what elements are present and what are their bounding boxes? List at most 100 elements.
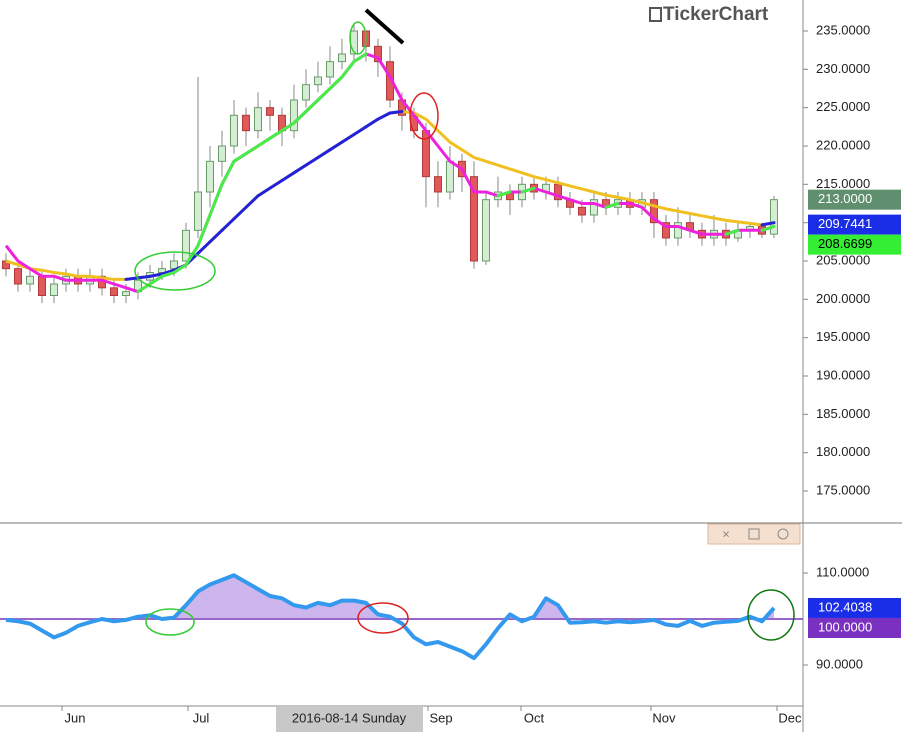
moving-average-rising	[124, 276, 140, 281]
x-tick-label: Jun	[65, 710, 86, 725]
annotations	[134, 8, 795, 641]
y-tick-label: 230.0000	[816, 61, 870, 76]
moving-average-rising	[184, 244, 200, 267]
candle-body	[373, 45, 382, 63]
moving-average-rising	[148, 274, 164, 286]
oscillator-fill	[101, 575, 774, 620]
moving-average-rising	[328, 140, 344, 152]
moving-average-rising	[256, 186, 272, 198]
value-badge-label: 208.6699	[818, 236, 872, 251]
moving-average-rising	[364, 117, 380, 129]
candle-body	[193, 191, 202, 231]
panel-buttons: ×	[707, 523, 801, 545]
button-bar	[707, 523, 801, 545]
candle-body	[121, 291, 130, 297]
moving-average-rising	[340, 60, 356, 79]
moving-average-rising	[496, 190, 512, 198]
candle-body	[769, 199, 778, 235]
moving-average-rising	[304, 155, 320, 167]
moving-average-rising	[304, 98, 320, 113]
y-tick-label: 220.0000	[816, 137, 870, 152]
moving-average-rising	[256, 136, 272, 148]
settings-button[interactable]	[777, 528, 789, 540]
highlight-ellipse	[357, 602, 409, 634]
value-badge	[808, 189, 901, 210]
candle-body	[205, 160, 214, 193]
candle-body	[25, 275, 34, 285]
moving-average-rising	[196, 240, 212, 255]
trend-stroke	[364, 8, 405, 45]
y-tick-label: 225.0000	[816, 99, 870, 114]
moving-average-rising	[244, 194, 260, 209]
moving-average-rising	[136, 274, 152, 280]
moving-average-rising	[292, 163, 308, 175]
moving-average-rising	[520, 186, 536, 194]
y-tick-label: 190.0000	[816, 367, 870, 382]
moving-average-rising	[220, 159, 236, 186]
moving-average-rising	[316, 148, 332, 159]
value-badge-label: 213.0000	[818, 191, 872, 206]
maximize-button[interactable]	[748, 528, 760, 540]
moving-average-rising	[232, 205, 248, 221]
moving-average-rising	[268, 129, 284, 140]
value-badge	[808, 617, 901, 638]
y-tick-label: 215.0000	[816, 176, 870, 191]
moving-average	[4, 52, 775, 294]
crosshair-label-box	[276, 707, 423, 732]
moving-average-rising	[268, 178, 284, 190]
moving-average-rising	[280, 121, 296, 133]
candle-body	[433, 176, 442, 193]
highlight-ellipse	[747, 589, 795, 641]
candle-body	[349, 30, 358, 55]
moving-average-rising	[208, 228, 224, 244]
moving-average-rising	[244, 144, 260, 156]
value-badge	[808, 214, 901, 235]
candle-body	[265, 107, 274, 116]
y-tick-label: 110.0000	[816, 564, 869, 579]
y-tick-label: 180.0000	[816, 444, 870, 459]
moving-average-rising	[160, 268, 176, 276]
moving-average-rising	[760, 221, 776, 227]
moving-average-rising	[328, 75, 344, 90]
y-tick-label: 185.0000	[816, 406, 870, 421]
moving-average-rising	[388, 109, 404, 115]
candle-body	[109, 287, 118, 297]
candle-body	[229, 114, 238, 147]
logo: TickerChart	[663, 4, 769, 25]
moving-average-rising	[724, 228, 740, 236]
candle-body	[313, 76, 322, 86]
moving-average-rising	[208, 182, 224, 217]
moving-average-rising	[760, 224, 776, 232]
moving-average-rising	[292, 109, 308, 125]
x-tick-label: Nov	[652, 710, 676, 725]
moving-average-rising	[148, 272, 164, 278]
value-badge	[808, 597, 901, 618]
moving-average-rising	[340, 132, 356, 144]
moving-average-rising	[196, 213, 212, 248]
moving-average-rising	[604, 201, 620, 209]
moving-average-rising	[232, 152, 248, 163]
candle-body	[49, 283, 58, 297]
logo-icon	[649, 7, 662, 22]
candle-body	[325, 61, 334, 78]
candle-body	[469, 176, 478, 262]
highlight-ellipse	[409, 92, 439, 140]
candle-body	[217, 145, 226, 162]
candle-body	[589, 199, 598, 216]
y-tick-label: 90.0000	[816, 656, 863, 671]
moving-average-rising	[280, 171, 296, 182]
close-button[interactable]: ×	[722, 526, 730, 541]
oscillator-line	[5, 573, 776, 661]
moving-average-rising	[220, 217, 236, 232]
candle-body	[289, 99, 298, 132]
x-tick-label: Oct	[524, 710, 545, 725]
candle-body	[673, 222, 682, 239]
value-badge-label: 209.7441	[818, 216, 872, 231]
candle-body	[661, 222, 670, 239]
x-tick-label: Jul	[193, 710, 210, 725]
candle-body	[301, 84, 310, 101]
candle-body	[481, 199, 490, 262]
value-badge-label: 102.4038	[818, 599, 872, 614]
